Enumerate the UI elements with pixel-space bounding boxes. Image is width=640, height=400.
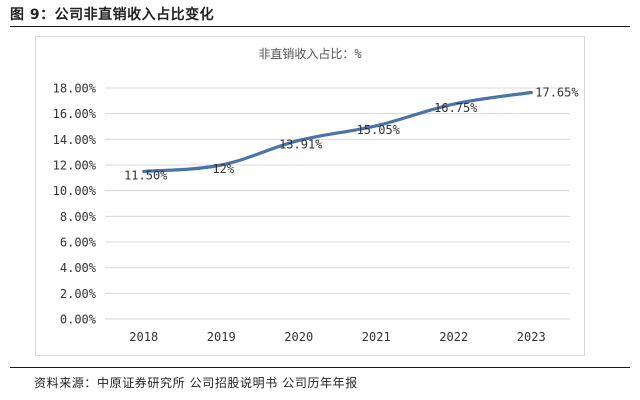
y-tick-label: 4.00% [60,261,97,275]
data-labels: 11.50% 12% 13.91% 15.05% 16.75% 17.65% [124,85,579,182]
y-tick-label: 6.00% [60,236,97,250]
chart-frame [35,36,585,356]
chart-title: 非直销收入占比：% [258,46,362,61]
y-tick-label: 0.00% [60,313,97,327]
series-line [142,90,533,174]
x-tick-label: 2022 [439,330,468,344]
figure-title: 图 9：公司非直销收入占比变化 [10,7,215,23]
data-label: 16.75% [434,101,478,115]
x-tick-label: 2023 [517,330,546,344]
source-note: 资料来源：中原证券研究所 公司招股说明书 公司历年年报 [34,376,358,390]
top-rule [10,26,630,27]
y-tick-label: 10.00% [53,184,97,198]
y-tick-label: 14.00% [53,133,97,147]
line-chart: 非直销收入占比：% 0.00% 2.00% 4.00% 6.00% 8.00% 10.00… [53,46,580,344]
data-label: 13.91% [279,137,323,151]
y-tick-label: 12.00% [53,159,97,173]
y-axis-tick-labels: 0.00% 2.00% 4.00% 6.00% 8.00% 10.00% 12.00% 14.… [53,82,97,327]
y-tick-label: 2.00% [60,287,97,301]
data-label: 12% [212,162,234,176]
x-tick-label: 2019 [207,330,236,344]
y-tick-label: 18.00% [53,82,97,96]
data-label: 11.50% [124,168,168,182]
y-tick-label: 8.00% [60,210,97,224]
x-tick-label: 2021 [362,330,391,344]
x-tick-label: 2020 [284,330,313,344]
data-label: 17.65% [535,85,579,99]
x-axis-tick-labels: 2018 2019 2020 2021 2022 2023 [129,330,545,344]
bottom-rule [10,367,630,368]
y-tick-label: 16.00% [53,107,97,121]
data-label: 15.05% [357,123,401,137]
gridlines [105,87,570,320]
x-tick-label: 2018 [129,330,158,344]
